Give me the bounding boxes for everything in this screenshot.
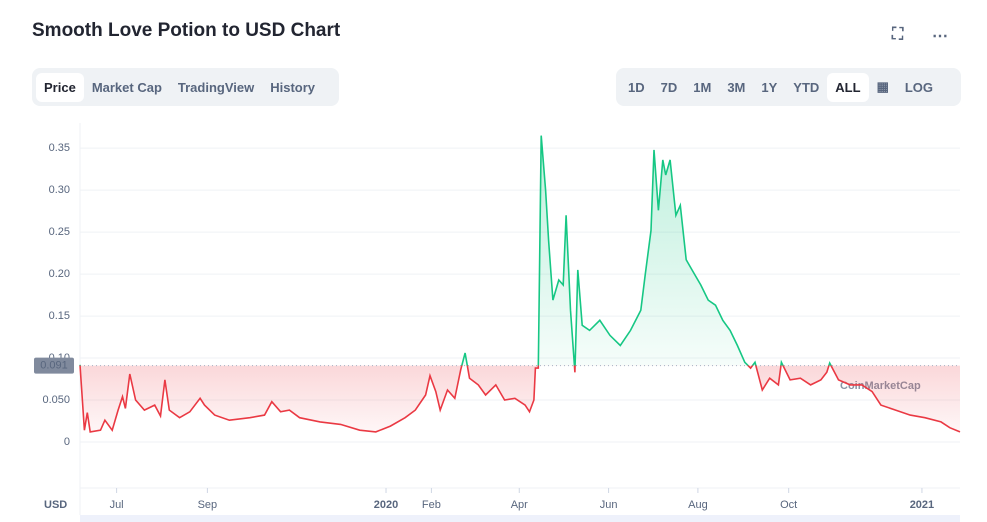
y-tick-label: 0.050 (42, 394, 70, 406)
x-tick-label: Oct (780, 499, 797, 511)
baseline-label: 0.091 (40, 360, 68, 372)
tab-group: Price Market Cap TradingView History (32, 68, 339, 106)
range-button[interactable]: 1Y (761, 79, 778, 95)
x-tick-label: Apr (511, 499, 528, 511)
tab[interactable]: Market Cap (91, 79, 162, 95)
baseline-tag (34, 357, 74, 374)
more-icon[interactable]: ⋯ (932, 28, 948, 45)
y-tick-label: 0.20 (49, 268, 70, 280)
range-button[interactable]: 1D (628, 79, 645, 95)
page-title: Smooth Love Potion to USD Chart (32, 20, 341, 41)
price-area (80, 135, 960, 432)
y-tick-label: 0.15 (49, 310, 70, 322)
x-axis-band (80, 515, 960, 522)
currency-label: USD (44, 499, 67, 511)
y-tick-label: 0.25 (49, 226, 70, 238)
log-button[interactable]: LOG (904, 79, 934, 95)
y-tick-label: 0 (64, 436, 70, 448)
tab[interactable]: Price (36, 72, 84, 102)
range-button[interactable]: 7D (660, 79, 678, 95)
price-line (79, 135, 961, 433)
range-group: 1D 7D 1M 3M 1Y YTD ALL ▦ LOG (616, 68, 961, 106)
x-tick-label: Jul (110, 499, 124, 511)
x-tick-label: Aug (688, 499, 708, 511)
range-button[interactable]: ALL (827, 72, 869, 102)
x-tick-label: Sep (198, 499, 218, 511)
x-tick-label: 2020 (374, 499, 398, 511)
range-button[interactable]: 3M (727, 79, 746, 95)
x-tick-label: 2021 (910, 499, 934, 511)
y-tick-label: 0.30 (49, 184, 70, 196)
tab[interactable]: History (270, 79, 316, 95)
range-button[interactable]: 1M (693, 79, 712, 95)
fullscreen-icon[interactable]: ⛶ (892, 26, 904, 43)
y-tick-label: 0.35 (49, 142, 70, 154)
range-button[interactable]: YTD (793, 79, 820, 95)
x-tick-label: Jun (600, 499, 618, 511)
calendar-icon[interactable]: ▦ (876, 79, 889, 94)
tab[interactable]: TradingView (177, 79, 255, 95)
x-tick-label: Feb (422, 499, 441, 511)
